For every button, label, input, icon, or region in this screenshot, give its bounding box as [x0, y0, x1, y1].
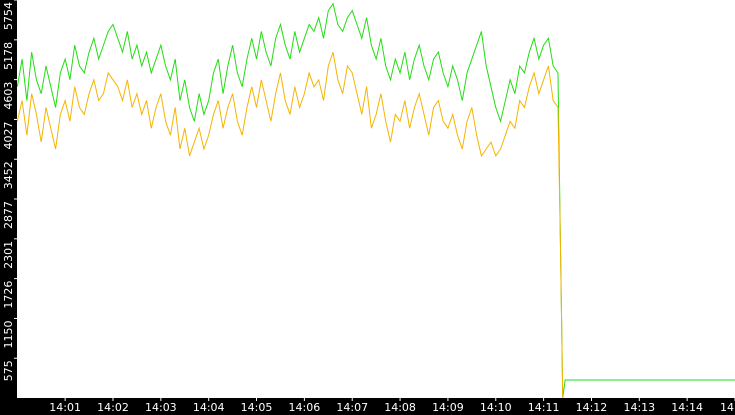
- y-tick-label: 1726: [2, 281, 15, 309]
- x-tick-label: 14: [720, 401, 734, 414]
- x-tick-label: 14:01: [49, 401, 81, 414]
- x-tick-label: 14:08: [384, 401, 416, 414]
- x-tick-label: 14:10: [480, 401, 512, 414]
- y-tick-label: 1150: [2, 320, 15, 348]
- y-tick-label: 575: [2, 360, 15, 381]
- y-tick-label: 5178: [2, 42, 15, 70]
- y-tick-label: 2301: [2, 241, 15, 269]
- x-tick-label: 14:13: [623, 401, 655, 414]
- x-tick-label: 14:06: [289, 401, 321, 414]
- y-tick-label: 4603: [2, 82, 15, 110]
- x-tick-label: 14:04: [193, 401, 225, 414]
- x-tick-label: 14:07: [336, 401, 368, 414]
- x-tick-label: 14:14: [671, 401, 703, 414]
- x-tick-label: 14:11: [528, 401, 560, 414]
- y-tick-label: 4027: [2, 121, 15, 149]
- y-tick-label: 2877: [2, 201, 15, 229]
- series-line: [16, 2, 735, 399]
- x-tick-label: 14:05: [241, 401, 273, 414]
- x-axis-strip: [0, 398, 735, 415]
- x-tick-label: 14:03: [145, 401, 177, 414]
- series-line: [16, 51, 564, 399]
- x-tick-label: 14:12: [576, 401, 608, 414]
- x-tick-label: 14:09: [432, 401, 464, 414]
- y-tick-label: 3452: [2, 161, 15, 189]
- y-axis-strip: [0, 0, 17, 415]
- x-tick-label: 14:02: [97, 401, 129, 414]
- y-tick-label: 5754: [2, 2, 15, 30]
